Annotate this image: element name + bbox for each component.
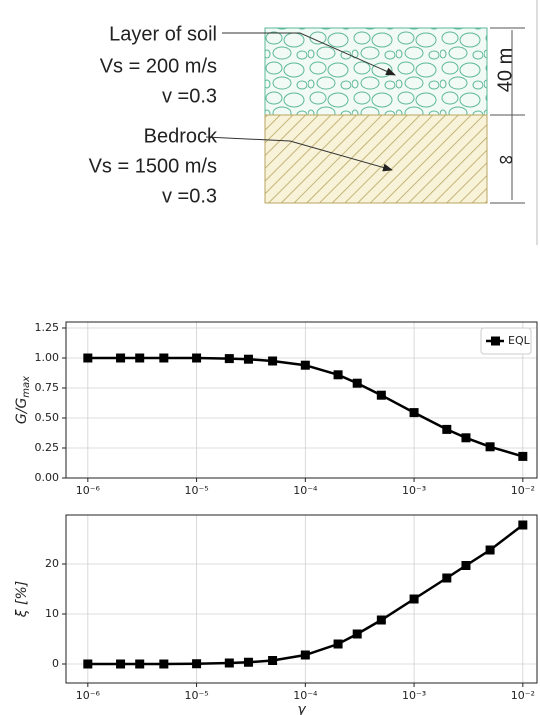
x-tick-label: 10⁻⁴ <box>293 689 318 702</box>
data-point <box>409 408 419 418</box>
y-axis-label-main: ξ [%] <box>14 581 30 618</box>
data-point <box>243 657 253 667</box>
data-point <box>352 378 362 388</box>
data-point <box>135 353 145 363</box>
data-point <box>83 353 93 363</box>
y-tick-label: 20 <box>45 557 59 570</box>
x-tick-label: 10⁻⁵ <box>184 484 208 497</box>
y-tick-label: 0.75 <box>35 381 60 394</box>
y-axis-label-sub: max <box>21 376 32 398</box>
x-tick-label: 10⁻² <box>511 484 535 497</box>
bedrock-layer <box>264 114 488 204</box>
x-tick-label: 10⁻³ <box>402 484 426 497</box>
data-point <box>268 656 278 665</box>
x-tick-label: 10⁻⁴ <box>293 484 318 497</box>
data-point <box>333 639 343 649</box>
soil-nu: v =0.3 <box>162 85 217 107</box>
soil-layer <box>264 27 488 116</box>
data-point <box>442 573 452 583</box>
data-point <box>518 451 528 461</box>
data-point <box>135 659 145 669</box>
soil-diagram: Layer of soil Vs = 200 m/s v =0.3 Bedroc… <box>89 0 538 245</box>
data-point <box>485 545 495 555</box>
data-point <box>518 520 528 530</box>
data-point <box>376 615 386 625</box>
data-point <box>224 658 234 668</box>
legend-box <box>480 327 532 355</box>
plot-frame <box>65 321 538 479</box>
data-point <box>159 659 169 669</box>
y-axis-label: G/Gmax <box>14 376 32 424</box>
data-point <box>409 594 419 604</box>
data-point <box>300 360 310 370</box>
y-tick-label: 1.00 <box>35 351 60 364</box>
y-axis-label: ξ [%] <box>14 581 30 618</box>
plot-area <box>66 322 537 478</box>
leader-line <box>222 32 396 76</box>
x-axis-label: γ <box>297 702 306 715</box>
data-point <box>83 659 93 669</box>
x-tick-label: 10⁻⁶ <box>76 484 101 497</box>
y-tick-label: 0.50 <box>35 411 60 424</box>
bedrock-vs: Vs = 1500 m/s <box>89 155 217 177</box>
x-tick-label: 10⁻⁵ <box>184 689 208 702</box>
y-tick-label: 0.00 <box>35 471 60 484</box>
soil-vs: Vs = 200 m/s <box>100 55 217 77</box>
data-point <box>300 650 310 660</box>
data-point <box>461 433 471 443</box>
legend-marker <box>491 336 500 346</box>
data-point <box>376 390 386 400</box>
soil-thickness: 40 m <box>494 48 516 92</box>
y-tick-label: 0 <box>52 657 59 670</box>
y-axis-label-main: G/G <box>14 398 30 425</box>
plot-frame <box>65 514 538 684</box>
y-tick-label: 1.25 <box>35 321 60 334</box>
legend-label: EQL <box>508 334 531 347</box>
data-point <box>116 659 126 669</box>
data-point <box>485 442 495 452</box>
soil-label: Layer of soil <box>109 23 217 45</box>
data-point <box>159 353 169 363</box>
data-point <box>224 354 234 364</box>
y-tick-label: 0.25 <box>35 441 60 454</box>
x-tick-label: 10⁻² <box>511 689 535 702</box>
data-point <box>461 561 471 570</box>
data-point <box>442 424 452 434</box>
x-tick-label: 10⁻³ <box>402 689 426 702</box>
bedrock-label: Bedrock <box>144 125 218 147</box>
bedrock-nu: v =0.3 <box>162 185 217 207</box>
data-point <box>268 356 278 366</box>
data-point <box>243 354 253 364</box>
data-point <box>116 353 126 363</box>
y-tick-label: 10 <box>45 607 59 620</box>
data-point <box>192 659 202 669</box>
data-point <box>333 370 343 380</box>
x-tick-label: 10⁻⁶ <box>76 689 101 702</box>
bedrock-thickness: ∞ <box>499 148 513 170</box>
data-point <box>352 629 362 639</box>
leader-line <box>205 136 393 172</box>
data-point <box>192 353 202 363</box>
